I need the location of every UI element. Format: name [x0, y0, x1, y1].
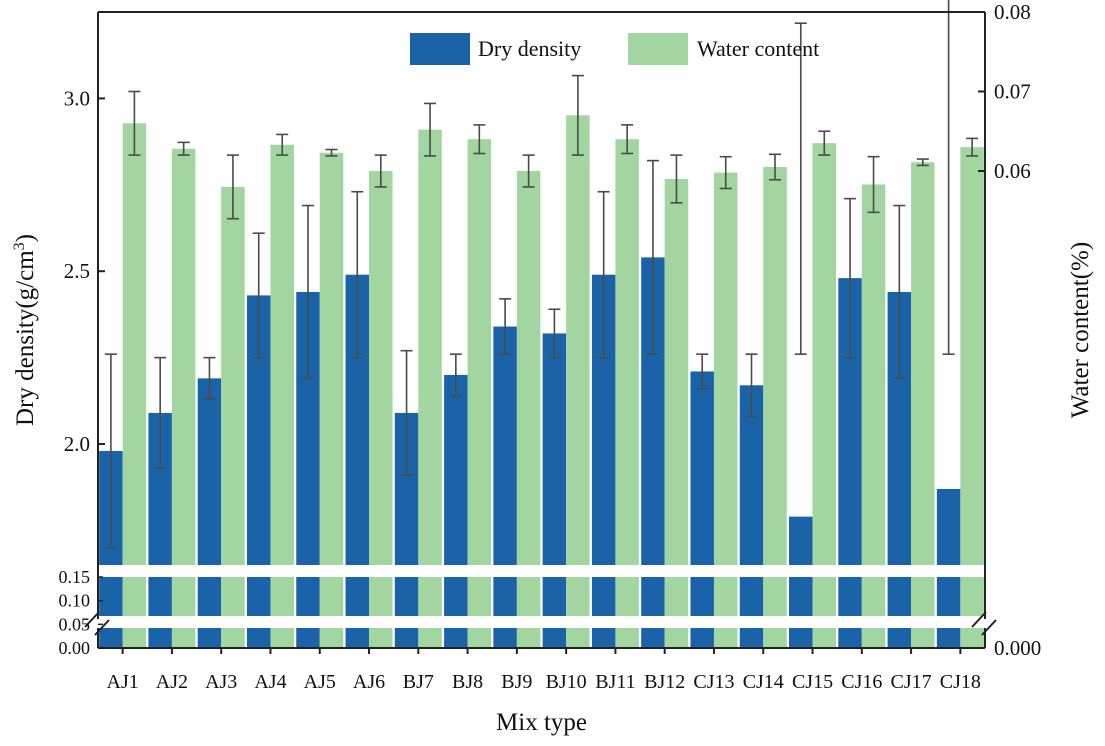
water-content-bar [861, 184, 886, 648]
dry-density-bar [99, 450, 123, 648]
water-content-bar [122, 123, 147, 649]
dry-density-bar [838, 278, 862, 648]
dry-density-bar [887, 291, 912, 648]
x-tick-label: CJ18 [940, 671, 981, 693]
x-tick-label: CJ14 [743, 671, 784, 693]
right-tick-label: 0.07 [994, 80, 1031, 104]
water-content-bar [960, 147, 984, 648]
water-content-bar [763, 167, 787, 648]
dry-density-bar [246, 295, 271, 648]
x-tick-label: AJ4 [254, 671, 286, 693]
y-axis-left-title-close: ) [12, 234, 39, 242]
water-content-bar [812, 143, 837, 649]
x-tick-label: AJ3 [205, 671, 237, 693]
x-axis-title: Mix type [496, 709, 587, 736]
y-axis-left-title: Dry density(g/cm3) [11, 234, 39, 426]
water-content-bar [171, 148, 196, 649]
left-tick-label: 0.05 [59, 614, 91, 634]
dry-density-bar [444, 374, 468, 648]
dry-density-bar [394, 412, 419, 648]
x-tick-label: BJ8 [452, 671, 483, 693]
left-axis-break-mark-gap [84, 619, 112, 628]
right-tick-label: 0.000 [994, 636, 1041, 660]
x-tick-label: CJ13 [693, 671, 734, 693]
right-axis-break-mark [981, 619, 997, 636]
water-content-bar [713, 172, 738, 648]
left-tick-label: 2.0 [64, 432, 90, 456]
right-axis-break-mark [971, 611, 987, 628]
x-tick-label: AJ1 [107, 671, 139, 693]
water-content-bar [319, 152, 344, 648]
dry-density-bar [296, 291, 320, 648]
y-axis-right-title: Water content(%) [1067, 242, 1094, 418]
x-tick-label: BJ12 [644, 671, 685, 693]
left-tick-label: 0.00 [59, 638, 91, 658]
x-tick-label: BJ11 [595, 671, 635, 693]
left-tick-label: 0.10 [59, 591, 91, 611]
x-tick-label: BJ7 [403, 671, 434, 693]
left-axis-break-mark [94, 619, 110, 636]
water-content-bar [467, 139, 492, 648]
dry-density-bar [148, 412, 172, 648]
x-tick-label: CJ16 [841, 671, 882, 693]
dry-density-bar [493, 326, 517, 648]
x-tick-label: AJ6 [353, 671, 385, 693]
legend-swatch-water-content [628, 33, 688, 65]
water-content-bar [369, 171, 393, 648]
dry-density-bar [789, 516, 813, 648]
water-content-bar [221, 186, 245, 648]
x-tick-label: BJ9 [501, 671, 532, 693]
dry-density-bar [197, 378, 222, 648]
legend-label-dry-density: Dry density [478, 36, 581, 61]
axis-break-band [99, 616, 984, 628]
right-axis-break-mark-gap [971, 619, 999, 628]
x-tick-label: AJ5 [304, 671, 336, 693]
legend-label-water-content: Water content [697, 36, 819, 61]
x-tick-label: CJ17 [891, 671, 932, 693]
left-tick-label: 0.15 [59, 567, 91, 587]
dry-density-bar [690, 371, 714, 648]
dry-density-bar [739, 385, 764, 648]
water-content-bar [664, 178, 689, 648]
legend-swatch-dry-density [410, 33, 470, 65]
x-tick-label: CJ15 [792, 671, 833, 693]
water-content-bar [270, 144, 294, 648]
dry-density-bar [345, 274, 370, 648]
water-content-bar [566, 115, 590, 649]
right-tick-label: 0.06 [994, 159, 1031, 183]
water-content-bar [516, 171, 541, 648]
water-content-bar [615, 139, 639, 648]
dry-density-bar [542, 333, 567, 648]
water-content-bar [911, 162, 935, 648]
axis-break-band [99, 565, 984, 577]
right-tick-label: 0.08 [994, 0, 1031, 24]
x-tick-label: BJ10 [546, 671, 587, 693]
water-content-bar [418, 129, 442, 648]
dry-density-bar [591, 274, 616, 648]
left-tick-label: 3.0 [64, 86, 90, 110]
y-axis-left-title-superscript: 3 [11, 242, 28, 250]
dry-density-bar [641, 257, 665, 648]
left-axis-break-mark [84, 611, 100, 628]
x-tick-label: AJ2 [156, 671, 188, 693]
y-axis-left-title-text: Dry density(g/cm [12, 250, 39, 426]
left-tick-label: 2.5 [64, 259, 90, 283]
